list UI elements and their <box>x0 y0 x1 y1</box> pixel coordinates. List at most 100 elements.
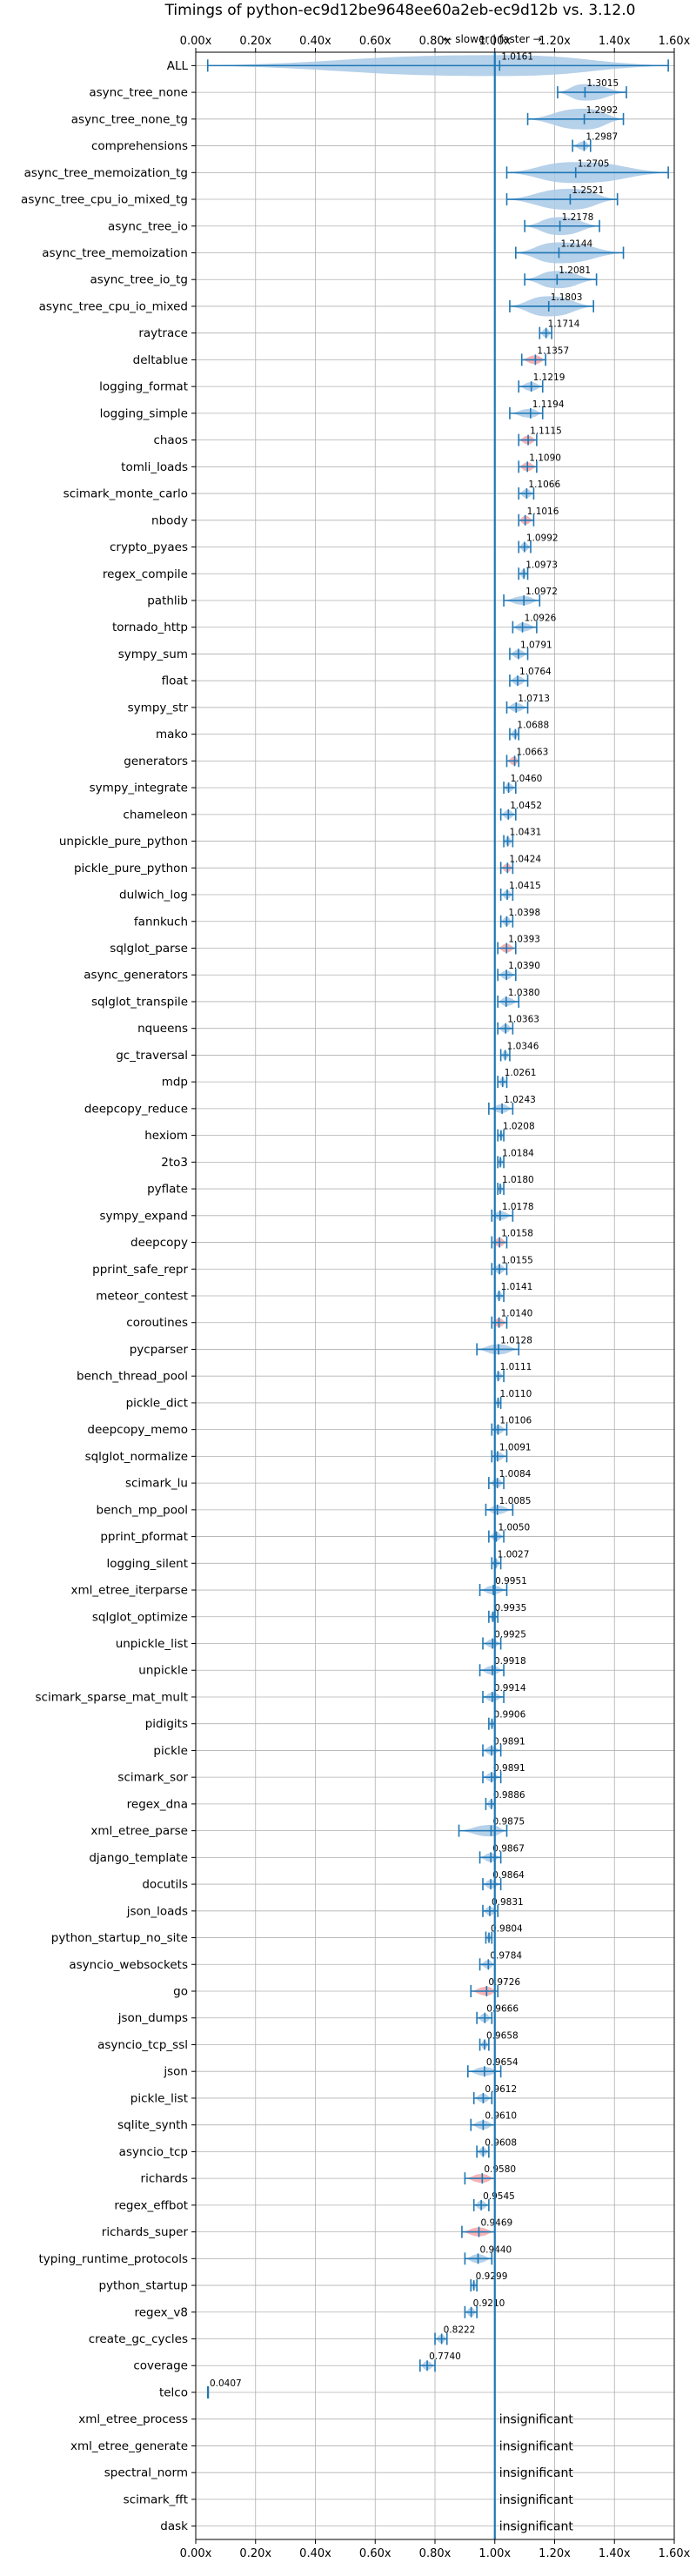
y-category-label: dask <box>160 2519 188 2533</box>
x-tick-label-bottom: 1.40x <box>599 2547 631 2560</box>
data-value-label: 1.0688 <box>517 721 549 731</box>
plot-frame <box>195 51 675 2540</box>
y-category-label: telco <box>159 2385 188 2399</box>
data-value-label: 0.9580 <box>484 2164 516 2175</box>
data-value-label: 1.0424 <box>509 854 541 864</box>
x-tick-label-top: 1.00x <box>478 35 511 48</box>
x-tick-label-top: 1.20x <box>539 35 571 48</box>
data-value-label: 0.9914 <box>494 1683 526 1694</box>
data-value-label: 1.0091 <box>499 1442 532 1452</box>
y-category-label: ALL <box>167 59 189 73</box>
y-category-label: generators <box>124 755 188 768</box>
data-value-label: 1.2987 <box>586 132 618 143</box>
data-value-label: 0.9658 <box>486 2030 519 2041</box>
y-category-label: regex_dna <box>127 1797 188 1811</box>
x-tick-label-top: 0.60x <box>359 35 392 48</box>
y-category-label: sqlglot_transpile <box>91 995 188 1009</box>
y-category-label: regex_v8 <box>134 2305 188 2319</box>
y-category-label: richards_super <box>102 2225 189 2239</box>
y-category-label: scimark_lu <box>125 1477 188 1491</box>
data-value-label: 1.2705 <box>578 158 610 169</box>
x-tick-label-bottom: 0.60x <box>359 2547 392 2560</box>
y-category-label: pathlib <box>147 594 188 607</box>
data-value-label: 1.0027 <box>498 1549 530 1560</box>
data-value-label: 1.0415 <box>509 881 541 891</box>
data-value-label: 1.2144 <box>560 238 592 249</box>
axes: 0.00x 0.00x 0.20x 0.20x 0.40x 0.40x 0.60x 0.60x… <box>21 35 691 2560</box>
data-layer: 1.0161 1.3015 1.2992 1.2987 1.2705 1.2521 1.21… <box>206 51 669 2539</box>
data-value-label: 1.0184 <box>502 1148 534 1158</box>
data-value-label: 0.8222 <box>444 2325 476 2336</box>
data-value-label: 0.0407 <box>210 2378 242 2389</box>
data-value-label: 1.0050 <box>498 1523 530 1533</box>
y-category-label: mdp <box>162 1076 188 1090</box>
y-category-label: async_tree_io <box>108 219 188 233</box>
y-category-label: json <box>163 2065 188 2079</box>
y-category-label: pycparser <box>130 1343 189 1357</box>
x-tick-label-top: 0.00x <box>180 35 212 48</box>
insignificant-label: insignificant <box>499 2413 574 2427</box>
y-category-label: sqlglot_parse <box>110 942 188 956</box>
data-value-label: 1.0085 <box>499 1496 532 1506</box>
y-category-label: sqlite_synth <box>117 2118 188 2132</box>
data-value-label: 0.9726 <box>488 1977 520 1988</box>
data-value-label: 1.0161 <box>501 51 533 62</box>
data-value-label: 0.9891 <box>493 1763 525 1774</box>
y-category-label: pidigits <box>145 1717 188 1731</box>
data-value-label: 1.0110 <box>500 1389 532 1399</box>
data-value-label: 1.0363 <box>507 1015 539 1025</box>
data-value-label: 0.9864 <box>492 1870 525 1881</box>
y-category-label: scimark_monte_carlo <box>64 487 188 501</box>
y-category-label: bench_thread_pool <box>77 1370 188 1384</box>
data-value-label: 0.9891 <box>493 1736 525 1747</box>
data-value-label: 1.0141 <box>501 1282 533 1292</box>
y-category-label: sympy_expand <box>99 1209 188 1223</box>
data-value-label: 0.9867 <box>492 1843 525 1854</box>
y-category-label: async_tree_none_tg <box>71 112 188 126</box>
data-value-label: 0.7740 <box>429 2351 461 2362</box>
y-category-label: chaos <box>153 433 188 447</box>
y-category-label: nqueens <box>137 1022 188 1036</box>
data-value-label: 0.9612 <box>485 2084 517 2095</box>
grid <box>195 52 675 2539</box>
y-category-label: xml_etree_parse <box>90 1824 188 1838</box>
y-category-label: fannkuch <box>134 915 188 929</box>
y-category-label: docutils <box>142 1878 188 1892</box>
y-category-label: unpickle_pure_python <box>59 835 188 849</box>
data-value-label: 1.0992 <box>526 533 559 544</box>
y-category-label: create_gc_cycles <box>89 2332 188 2346</box>
y-category-label: typing_runtime_protocols <box>39 2252 189 2266</box>
data-value-label: 1.0180 <box>502 1175 534 1185</box>
data-value-label: 1.1194 <box>532 399 565 410</box>
data-value-label: 1.2178 <box>562 212 594 223</box>
data-value-label: 1.0106 <box>499 1416 532 1426</box>
y-category-label: logging_format <box>99 380 188 394</box>
data-value-label: 0.9925 <box>494 1630 526 1640</box>
y-category-label: coverage <box>133 2359 188 2373</box>
data-value-label: 1.1090 <box>529 453 561 463</box>
data-value-label: 0.9440 <box>480 2244 512 2255</box>
y-category-label: async_tree_memoization_tg <box>24 166 188 180</box>
data-value-label: 1.2521 <box>572 185 604 196</box>
data-value-label: 0.9299 <box>476 2271 508 2282</box>
y-category-label: regex_effbot <box>114 2198 188 2212</box>
y-category-label: crypto_pyaes <box>110 540 188 554</box>
data-value-label: 1.0398 <box>508 908 540 918</box>
x-tick-label-top: 0.80x <box>419 35 452 48</box>
y-category-label: pyflate <box>147 1183 188 1197</box>
data-value-label: 1.2992 <box>586 105 619 116</box>
y-category-label: async_generators <box>84 969 188 983</box>
data-value-label: 1.0261 <box>505 1068 537 1078</box>
data-value-label: 1.0460 <box>511 774 543 784</box>
y-category-label: deltablue <box>133 353 188 367</box>
y-category-label: pickle <box>153 1744 188 1758</box>
x-tick-label-bottom: 0.00x <box>180 2547 212 2560</box>
y-category-label: deepcopy_memo <box>87 1423 188 1437</box>
y-category-label: sqlglot_normalize <box>85 1450 188 1464</box>
data-value-label: 0.9906 <box>494 1710 526 1721</box>
data-value-label: 1.1714 <box>548 319 580 330</box>
data-value-label: 1.0128 <box>500 1335 532 1345</box>
y-category-label: async_tree_cpu_io_mixed_tg <box>21 193 188 207</box>
y-category-label: nbody <box>151 513 188 527</box>
data-value-label: 0.9469 <box>480 2218 512 2229</box>
